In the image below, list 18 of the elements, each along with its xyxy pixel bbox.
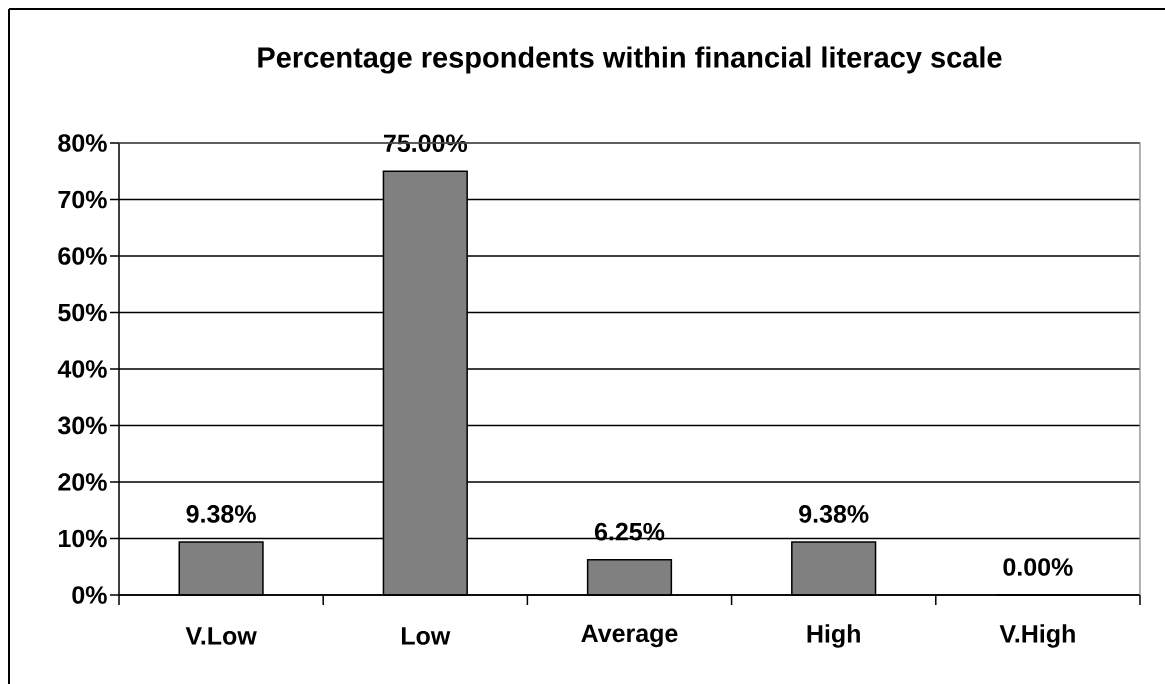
x-tick-label: Average [581,624,678,648]
data-label: 0.00% [1003,558,1073,576]
y-tick-label: 0% [72,586,107,604]
x-tick-label: Low [401,627,451,645]
x-tick-label: V.Low [185,627,257,645]
y-tick-label: 70% [58,190,107,209]
data-label: 9.38% [799,505,869,523]
x-tick-label: V.High [999,624,1075,648]
data-label: 9.38% [186,505,256,523]
y-tick-label: 30% [58,416,107,435]
y-tick-label: 20% [58,473,107,491]
y-tick-label: 50% [58,303,107,322]
y-tick-label: 80% [58,134,107,152]
y-tick-label: 40% [57,360,107,378]
x-tick-label: High [807,624,860,648]
y-tick-label: 10% [59,529,107,548]
y-tick-label: 60% [58,247,107,265]
chart-title: Percentage respondents within financial literacy scale [258,46,1002,74]
